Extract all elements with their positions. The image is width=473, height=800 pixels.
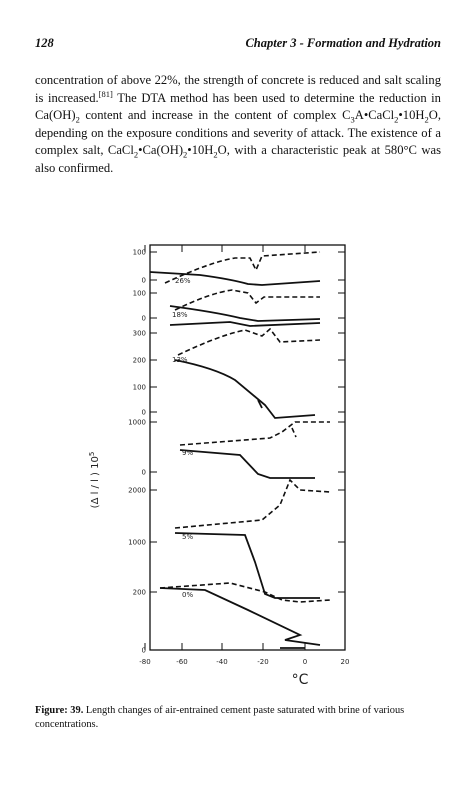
y-tick-label: 200	[133, 357, 146, 365]
curve-label: 18%	[172, 311, 188, 319]
x-tick-label: -20	[257, 658, 268, 666]
y-tick-label: 0	[142, 469, 146, 477]
y-tick-label: 0	[142, 409, 146, 417]
curve-label: 26%	[175, 277, 191, 285]
caption: Figure: 39. Length changes of air-entrai…	[35, 704, 441, 731]
y-tick-label: 100	[133, 384, 146, 392]
caption-text: Length changes of air-entrained cement p…	[35, 705, 405, 730]
y-tick-label: 0	[142, 647, 146, 655]
y-tick-label: 1000	[128, 539, 146, 547]
y-axis-label: (Δ l / l ) 105	[88, 452, 101, 509]
text-run: A•CaCl	[354, 108, 395, 123]
y-tick-label: 0	[142, 277, 146, 285]
x-tick-label: 20	[341, 658, 350, 666]
paragraph: concentration of above 22%, the strength…	[35, 72, 441, 178]
text-run: 3	[350, 114, 355, 125]
x-tick-label: 0	[303, 658, 307, 666]
text-run: O, depending on the exposure conditions …	[35, 108, 441, 158]
text-run: •10H	[398, 108, 425, 123]
curve-label: 9%	[182, 449, 193, 457]
text-run: [81]	[98, 88, 113, 99]
x-tick-label: -40	[216, 658, 227, 666]
y-tick-label: 100	[133, 290, 146, 298]
y-tick-label: 100	[133, 249, 146, 257]
text-run: concentration of above 22%, the strength…	[35, 73, 441, 105]
curve-label: 5%	[182, 533, 193, 541]
curves	[149, 251, 331, 649]
y-tick-label: 0	[142, 315, 146, 323]
label-run: (Δ l / l ) 10	[90, 456, 101, 508]
chapter-title: Chapter 3 - Formation and Hydration	[245, 36, 441, 50]
text-run: content and increase in the content of c…	[79, 108, 351, 123]
text-run: O, with a characteristic peak at 580°C w…	[35, 143, 441, 175]
text-run: 2	[133, 149, 139, 160]
y-tick-label: 1000	[128, 419, 146, 427]
y-tick-label: 2000	[128, 487, 146, 495]
label-run: 5	[88, 452, 96, 456]
text-run: 2	[394, 114, 399, 125]
y-tick-label: 200	[133, 589, 146, 597]
caption-label: Figure: 39.	[35, 705, 84, 716]
x-tick-label: -60	[176, 658, 187, 666]
page-number: 128	[35, 36, 54, 50]
text-run: 2	[213, 149, 218, 160]
plot-frame	[149, 244, 346, 651]
x-axis-label: °C	[292, 672, 309, 688]
text-run: 2	[424, 114, 429, 125]
text-run: 2	[183, 149, 188, 160]
text-run: The DTA method has been used to determin…	[35, 90, 441, 123]
text-run: •Ca(OH)	[138, 143, 184, 158]
text-run: •10H	[187, 143, 214, 158]
x-tick-label: -80	[139, 658, 150, 666]
curve-label: 13%	[172, 356, 188, 364]
y-tick-label: 300	[133, 330, 146, 338]
curve-label: 0%	[182, 591, 193, 599]
text-run: 2	[75, 114, 80, 125]
